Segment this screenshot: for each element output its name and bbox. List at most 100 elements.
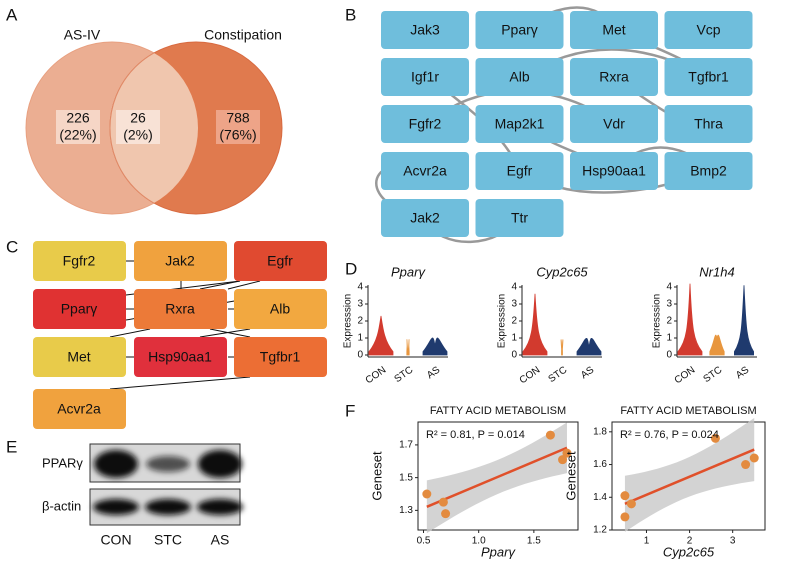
network-node	[234, 337, 327, 377]
node-label: Ttr	[511, 210, 528, 226]
y-tick-label: 3	[511, 299, 517, 310]
band-label: β-actin	[42, 498, 81, 513]
blot-band	[198, 450, 242, 478]
y-tick-label: 1.6	[593, 459, 607, 470]
node-label: Bmp2	[690, 163, 727, 179]
blot-band	[145, 499, 191, 515]
point	[562, 448, 572, 458]
network-node	[381, 11, 469, 49]
network-node	[570, 152, 658, 190]
node-label: Rxra	[599, 69, 629, 85]
network-node	[134, 241, 227, 281]
network-node	[381, 199, 469, 237]
venn-count: 26	[130, 110, 146, 126]
node-label: Jak2	[165, 253, 195, 269]
network-node	[475, 152, 564, 190]
annotation: R² = 0.76, P = 0.024	[620, 429, 719, 441]
point	[749, 453, 759, 463]
y-tick-label: 1.8	[593, 426, 607, 437]
panel-label: A	[6, 5, 18, 24]
y-tick-label: 4	[511, 282, 517, 293]
node-label: Pparγ	[61, 301, 98, 317]
network-node	[664, 11, 753, 49]
network-node	[33, 289, 126, 329]
x-tick-label: 3	[730, 536, 736, 547]
y-axis-label: Geneset	[563, 451, 578, 501]
violin	[560, 339, 564, 356]
node-label: Acvr2a	[403, 163, 447, 179]
node-label: Thra	[694, 116, 723, 132]
panel-label: F	[345, 401, 355, 420]
point	[422, 489, 432, 499]
y-tick-label: 2	[511, 316, 517, 327]
network-node	[570, 58, 658, 96]
panel-label: D	[345, 259, 357, 278]
gene-title: Nr1h4	[699, 264, 734, 279]
network-node	[134, 289, 227, 329]
violin	[677, 283, 703, 356]
x-tick-label: 1.0	[472, 536, 486, 547]
node-label: Fgfr2	[63, 253, 96, 269]
y-tick-label: 4	[666, 282, 672, 293]
violin	[576, 337, 602, 356]
node-label: Met	[602, 22, 625, 38]
category-label: CON	[673, 365, 698, 387]
node-label: Vcp	[696, 22, 720, 38]
node-label: Egfr	[507, 163, 533, 179]
x-tick-label: 0.5	[417, 536, 431, 547]
blot-band	[93, 499, 139, 515]
blot-band	[94, 450, 138, 478]
x-tick-label: 1.5	[527, 536, 541, 547]
lane-label: CON	[100, 532, 131, 548]
y-tick-label: 3	[357, 299, 363, 310]
node-label: Acvr2a	[57, 401, 101, 417]
node-label: Vdr	[603, 116, 625, 132]
network-node	[33, 241, 126, 281]
node-label: Fgfr2	[409, 116, 442, 132]
node-label: Jak2	[410, 210, 440, 226]
y-tick-label: 1.7	[399, 440, 413, 451]
fit-line	[624, 448, 755, 505]
node-label: Egfr	[267, 253, 293, 269]
node-label: Alb	[509, 69, 529, 85]
network-node	[234, 289, 327, 329]
fit-line	[426, 446, 568, 508]
y-tick-label: 0	[357, 350, 363, 361]
chart-title: FATTY ACID METABOLISM	[430, 405, 566, 417]
node-label: Hsp90aa1	[582, 163, 646, 179]
band-label: PPARγ	[42, 455, 83, 470]
violin	[368, 315, 394, 356]
y-tick-label: 2	[666, 316, 672, 327]
network-node	[570, 11, 658, 49]
network-node	[475, 11, 564, 49]
network-node	[134, 337, 227, 377]
violin	[406, 339, 410, 356]
venn-label-box	[116, 110, 160, 144]
plot-frame	[417, 421, 579, 531]
lane-label: STC	[154, 532, 182, 548]
venn-set-label: Constipation	[204, 27, 282, 43]
point	[626, 499, 636, 509]
y-tick-label: 3	[666, 299, 672, 310]
violin	[709, 334, 725, 356]
venn-percent: (22%)	[59, 127, 96, 143]
panel-label: C	[6, 237, 18, 256]
y-tick-label: 0	[666, 350, 672, 361]
network-node	[33, 337, 126, 377]
y-axis-label: Expresssion	[497, 294, 508, 348]
network-node	[381, 58, 469, 96]
node-label: Alb	[270, 301, 290, 317]
y-axis-label: Geneset	[369, 451, 384, 501]
violin	[522, 293, 548, 356]
venn-percent: (76%)	[219, 127, 256, 143]
node-label: Hsp90aa1	[148, 349, 212, 365]
y-tick-label: 4	[357, 282, 363, 293]
point	[710, 433, 720, 443]
venn-set-label: AS-IV	[64, 27, 101, 43]
point	[620, 512, 630, 522]
network-node	[664, 105, 753, 143]
y-tick-label: 1	[666, 333, 672, 344]
point	[558, 455, 568, 465]
category-label: STC	[702, 365, 725, 385]
network-node	[33, 389, 126, 429]
